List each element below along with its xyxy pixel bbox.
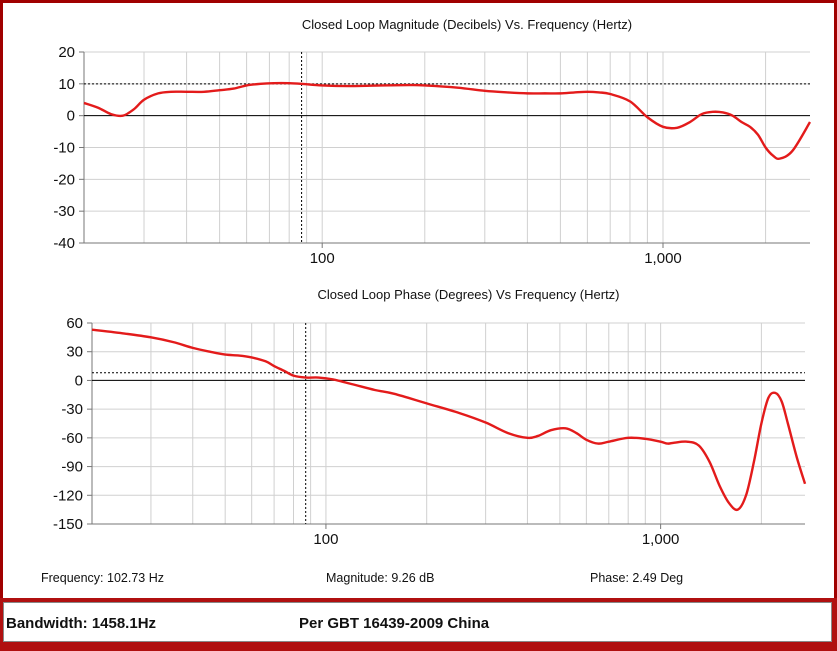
x-tick-label: 1,000 xyxy=(642,531,680,548)
chart-panel: Closed Loop Magnitude (Decibels) Vs. Fre… xyxy=(0,0,837,598)
frequency-readout: Frequency: 102.73 Hz xyxy=(41,571,164,585)
y-tick-label: 0 xyxy=(75,372,83,389)
y-tick-label: 10 xyxy=(58,76,75,93)
chart-title: Closed Loop Magnitude (Decibels) Vs. Fre… xyxy=(302,17,632,32)
standard-label: Per GBT 16439-2009 China xyxy=(299,615,490,632)
y-tick-label: -150 xyxy=(53,516,83,533)
y-tick-label: -40 xyxy=(53,235,75,252)
magnitude-readout: Magnitude: 9.26 dB xyxy=(326,571,435,585)
x-tick-label: 100 xyxy=(310,250,335,267)
bode-charts: Closed Loop Magnitude (Decibels) Vs. Fre… xyxy=(53,17,812,548)
series-line-phase xyxy=(91,328,807,512)
y-tick-label: -20 xyxy=(53,171,75,188)
x-tick-label: 100 xyxy=(313,531,338,548)
status-box: Bandwidth: 1458.1Hz Per GBT 16439-2009 C… xyxy=(3,602,832,642)
y-tick-label: 20 xyxy=(58,44,75,61)
phase-readout: Phase: 2.49 Deg xyxy=(590,571,684,585)
y-tick-label: 30 xyxy=(66,344,83,361)
bandwidth-label: Bandwidth: 1458.1Hz xyxy=(6,615,157,632)
y-tick-label: -120 xyxy=(53,487,83,504)
x-tick-label: 1,000 xyxy=(644,250,682,267)
y-tick-label: -30 xyxy=(53,203,75,220)
y-tick-label: -90 xyxy=(61,459,83,476)
y-tick-label: -60 xyxy=(61,430,83,447)
chart-title: Closed Loop Phase (Degrees) Vs Frequency… xyxy=(317,287,619,302)
series-line-mag xyxy=(83,81,812,161)
y-tick-label: 0 xyxy=(67,108,75,125)
y-tick-label: -10 xyxy=(53,140,75,157)
y-tick-label: 60 xyxy=(66,315,83,332)
y-tick-label: -30 xyxy=(61,401,83,418)
status-bar: Bandwidth: 1458.1Hz Per GBT 16439-2009 C… xyxy=(0,598,837,651)
